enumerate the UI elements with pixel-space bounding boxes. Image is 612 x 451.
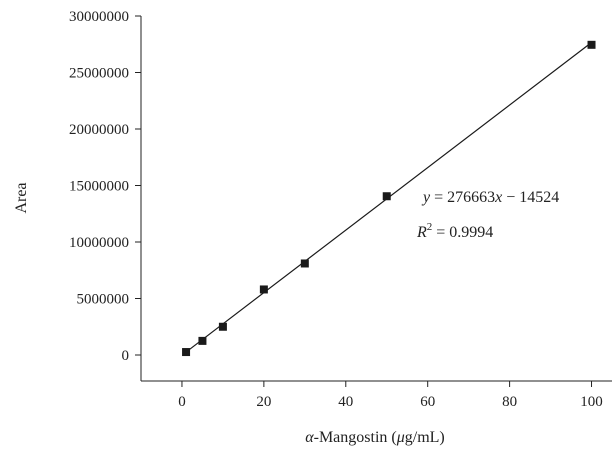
- x-axis-title: α-Mangostin (μg/mL): [305, 429, 445, 446]
- data-point: [259, 285, 268, 294]
- x-tick-label: 80: [502, 394, 517, 410]
- y-tick-label: 10000000: [69, 235, 129, 251]
- y-tick-label: 25000000: [69, 66, 129, 82]
- x-tick-label: 0: [178, 394, 186, 410]
- y-tick-label: 0: [122, 348, 130, 364]
- data-point: [300, 259, 309, 268]
- y-tick-label: 30000000: [69, 9, 129, 25]
- r-squared-label: R2 = 0.9994: [416, 221, 493, 241]
- data-point: [587, 40, 596, 49]
- data-point: [198, 336, 207, 345]
- x-tick-label: 60: [420, 394, 435, 410]
- y-tick-label: 5000000: [77, 292, 130, 308]
- x-tick-label: 20: [256, 394, 271, 410]
- x-tick-label: 100: [580, 394, 603, 410]
- data-point: [182, 348, 191, 357]
- x-tick-label: 40: [338, 394, 353, 410]
- data-points: [182, 40, 596, 357]
- y-axis-title: Area: [13, 182, 30, 213]
- data-point: [382, 192, 391, 201]
- y-tick-label: 20000000: [69, 122, 129, 138]
- regression-equation: y = 276663x − 14524: [421, 189, 559, 206]
- x-axis-ticks: 0 20 40 60 80 100: [178, 381, 603, 410]
- y-axis-ticks: 0 5000000 10000000 15000000 20000000 25000000…: [69, 9, 141, 364]
- data-point: [218, 322, 227, 331]
- y-tick-label: 15000000: [69, 179, 129, 195]
